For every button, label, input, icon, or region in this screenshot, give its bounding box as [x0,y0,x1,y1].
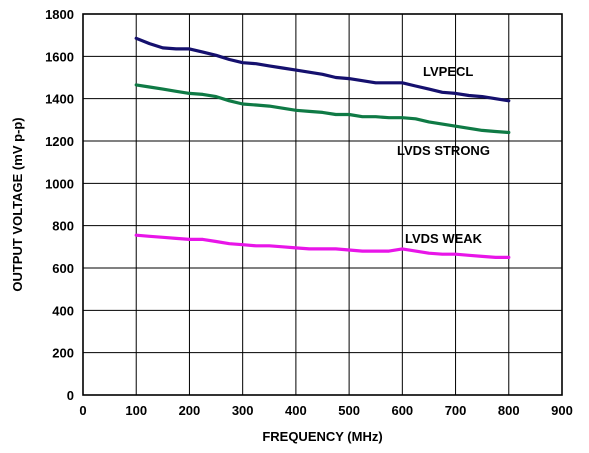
y-tick-label: 200 [52,346,74,361]
series-lines [134,36,511,259]
y-tick-label: 400 [52,303,74,318]
x-tick-label: 300 [232,403,254,418]
x-tick-label: 400 [285,403,307,418]
series-line-lvds-strong [134,83,511,135]
y-tick-label: 0 [67,388,74,403]
y-tick-labels: 0 200 400 600 800 1000 1200 1400 1600 1800 [45,7,74,403]
y-tick-label: 1800 [45,7,74,22]
series-label-lvds-strong: LVDS STRONG [397,143,490,158]
series-labels: LVPECL LVDS STRONG LVDS WEAK [397,64,490,246]
x-tick-label: 100 [125,403,147,418]
x-tick-label: 600 [391,403,413,418]
x-tick-labels: 0 100 200 300 400 500 600 700 800 900 [79,403,572,418]
x-tick-label: 900 [551,403,573,418]
series-line-lvds-weak [134,233,511,259]
y-tick-label: 600 [52,261,74,276]
x-tick-label: 200 [179,403,201,418]
plot-frame [82,13,563,396]
y-tick-label: 1400 [45,92,74,107]
x-tick-label: 0 [79,403,86,418]
y-tick-label: 1000 [45,176,74,191]
y-tick-label: 1200 [45,134,74,149]
y-tick-label: 1600 [45,49,74,64]
series-line-lvpecl [134,36,511,103]
grid [83,14,562,395]
series-label-lvpecl: LVPECL [423,64,473,79]
x-tick-label: 500 [338,403,360,418]
x-tick-label: 700 [445,403,467,418]
x-axis-title: FREQUENCY (MHz) [262,429,382,444]
y-axis-title: OUTPUT VOLTAGE (mV p-p) [10,117,25,291]
x-tick-label: 800 [498,403,520,418]
series-label-lvds-weak: LVDS WEAK [405,231,483,246]
y-tick-label: 800 [52,219,74,234]
